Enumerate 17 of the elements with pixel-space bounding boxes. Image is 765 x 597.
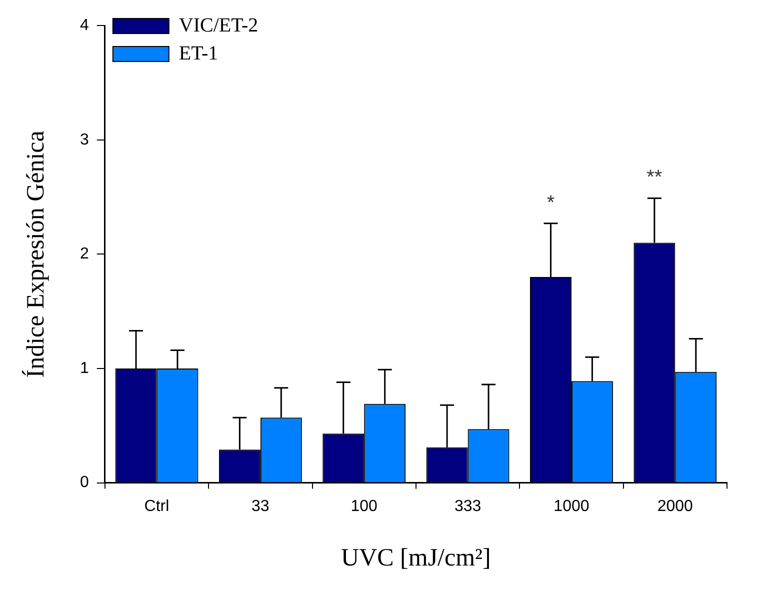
- y-tick-label: 3: [80, 131, 89, 148]
- x-tick-label: 100: [350, 498, 378, 515]
- x-axis-title: UVC [mJ/cm²]: [341, 544, 491, 572]
- y-tick-label: 1: [80, 360, 89, 377]
- x-tick-label: Ctrl: [144, 498, 170, 515]
- y-axis-title: Índice Expresión Génica: [22, 130, 50, 378]
- x-tick-label: 2000: [657, 498, 694, 515]
- y-tick-label: 4: [80, 17, 89, 34]
- x-tick-label: 33: [252, 498, 270, 515]
- x-tick-label: 333: [454, 498, 482, 515]
- legend-label: ET-1: [178, 42, 218, 64]
- annotation: **: [646, 166, 662, 189]
- y-tick-label: 2: [80, 246, 89, 263]
- x-tick-label: 1000: [554, 498, 590, 515]
- y-tick-label: 0: [80, 474, 89, 492]
- legend-label: VIC/ET-2: [178, 14, 258, 36]
- annotation: *: [546, 192, 555, 214]
